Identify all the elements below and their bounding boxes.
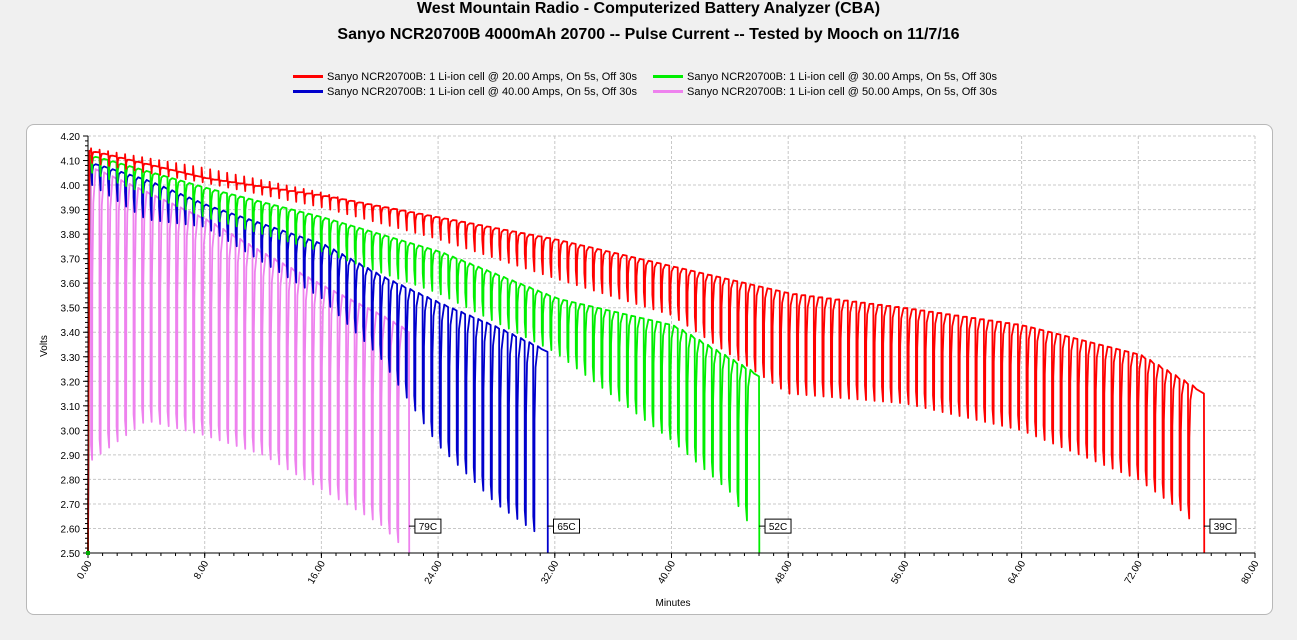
y-tick-label: 3.90 bbox=[61, 206, 81, 217]
x-tick-label: 40.00 bbox=[656, 559, 678, 587]
legend-item-50a: Sanyo NCR20700B: 1 Li-ion cell @ 50.00 A… bbox=[653, 85, 997, 99]
x-tick-label: 0.00 bbox=[75, 559, 94, 582]
end-label-box bbox=[1209, 518, 1237, 534]
end-label-box bbox=[553, 518, 581, 534]
legend-item-30a: Sanyo NCR20700B: 1 Li-ion cell @ 30.00 A… bbox=[653, 70, 997, 84]
y-tick-label: 4.10 bbox=[61, 157, 81, 168]
end-label-box bbox=[764, 518, 792, 534]
y-tick-label: 2.80 bbox=[61, 475, 81, 486]
series-group bbox=[87, 147, 1206, 554]
x-tick-label: 48.00 bbox=[773, 559, 795, 587]
y-tick-label: 2.50 bbox=[61, 549, 81, 560]
legend-label: Sanyo NCR20700B: 1 Li-ion cell @ 40.00 A… bbox=[327, 86, 637, 98]
y-tick-label: 3.50 bbox=[61, 304, 81, 315]
end-label-text: 79C bbox=[419, 522, 437, 533]
y-tick-label: 3.40 bbox=[61, 328, 81, 339]
chart-subtitle: Sanyo NCR20700B 4000mAh 20700 -- Pulse C… bbox=[337, 26, 960, 43]
end-labels: 39C 52C 65C 79C bbox=[408, 518, 1237, 534]
x-tick-label: 72.00 bbox=[1123, 559, 1145, 587]
legend-swatch bbox=[293, 89, 323, 93]
y-tick-label: 4.20 bbox=[61, 132, 81, 143]
series-line bbox=[87, 166, 411, 554]
x-axis-label: Minutes bbox=[655, 598, 690, 609]
x-tick-label: 24.00 bbox=[423, 559, 445, 587]
y-tick-label: 2.90 bbox=[61, 451, 81, 462]
legend-item-20a: Sanyo NCR20700B: 1 Li-ion cell @ 20.00 A… bbox=[293, 70, 637, 84]
series-line bbox=[87, 147, 1206, 554]
y-tick-label: 3.30 bbox=[61, 353, 81, 364]
end-label: 52C bbox=[759, 518, 792, 534]
end-label: 39C bbox=[1203, 518, 1237, 534]
end-label-text: 39C bbox=[1214, 522, 1232, 533]
end-label-box bbox=[414, 518, 442, 534]
x-tick-label: 64.00 bbox=[1006, 559, 1028, 587]
chart-title: West Mountain Radio - Computerized Batte… bbox=[416, 0, 881, 17]
y-tick-label: 3.80 bbox=[61, 230, 81, 241]
x-tick-label: 56.00 bbox=[889, 559, 911, 587]
x-tick-label: 80.00 bbox=[1240, 559, 1262, 587]
end-label-text: 52C bbox=[769, 522, 787, 533]
y-axis-label: Volts bbox=[39, 335, 50, 357]
y-tick-label: 3.00 bbox=[61, 426, 81, 437]
legend-label: Sanyo NCR20700B: 1 Li-ion cell @ 50.00 A… bbox=[687, 86, 997, 98]
series-line bbox=[87, 162, 549, 554]
legend-swatch bbox=[653, 89, 683, 93]
x-tick-label: 8.00 bbox=[192, 559, 211, 582]
y-tick-label: 3.70 bbox=[61, 255, 81, 266]
x-tick-label: 32.00 bbox=[539, 559, 561, 587]
end-label: 79C bbox=[408, 518, 442, 534]
origin-marker bbox=[86, 551, 90, 555]
x-tick-label: 16.00 bbox=[306, 559, 328, 587]
legend-swatch bbox=[293, 74, 323, 78]
legend-item-40a: Sanyo NCR20700B: 1 Li-ion cell @ 40.00 A… bbox=[293, 85, 637, 99]
y-tick-label: 3.10 bbox=[61, 402, 81, 413]
legend-label: Sanyo NCR20700B: 1 Li-ion cell @ 30.00 A… bbox=[687, 71, 997, 83]
y-tick-label: 4.00 bbox=[61, 181, 81, 192]
legend-swatch bbox=[653, 74, 683, 78]
legend-label: Sanyo NCR20700B: 1 Li-ion cell @ 20.00 A… bbox=[327, 71, 637, 83]
series-line bbox=[87, 154, 761, 554]
chart-panel bbox=[26, 124, 1273, 615]
y-tick-label: 2.70 bbox=[61, 500, 81, 511]
y-tick-label: 2.60 bbox=[61, 524, 81, 535]
end-label: 65C bbox=[547, 518, 581, 534]
y-tick-label: 3.20 bbox=[61, 377, 81, 388]
end-label-text: 65C bbox=[557, 522, 575, 533]
y-tick-label: 3.60 bbox=[61, 279, 81, 290]
